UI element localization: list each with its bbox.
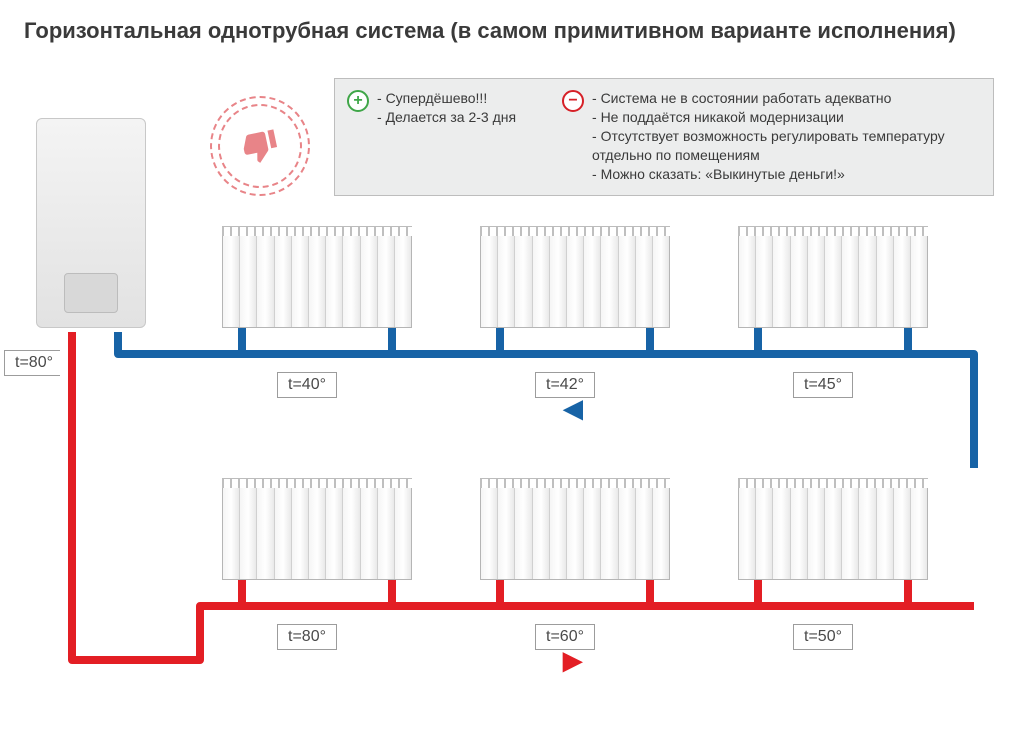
radiator <box>222 226 412 328</box>
arrow-up-icon: ↑ <box>100 338 111 364</box>
radiator <box>738 226 928 328</box>
minus-icon: − <box>562 90 584 112</box>
temp-label: t=45° <box>793 372 853 398</box>
temp-label: t=80° <box>277 624 337 650</box>
boiler <box>36 118 146 328</box>
temp-label: t=60° <box>535 624 595 650</box>
radiator <box>738 478 928 580</box>
temp-boiler-in: t=40° <box>132 350 192 376</box>
temp-label: t=42° <box>535 372 595 398</box>
temp-boiler-out: t=80° <box>4 350 64 376</box>
radiator <box>480 226 670 328</box>
temp-label: t=50° <box>793 624 853 650</box>
temp-label: t=40° <box>277 372 337 398</box>
pros-list: Супердёшево!!!Делается за 2-3 дня <box>377 89 516 185</box>
thumbs-down-icon <box>239 125 282 168</box>
arrow-down-icon: ↓ <box>78 338 89 364</box>
cons-list: Система не в состоянии работать адекватн… <box>592 89 981 185</box>
radiator <box>222 478 412 580</box>
boiler-flow-arrows: ↓ ↑ <box>74 338 124 364</box>
radiator <box>480 478 670 580</box>
page-title: Горизонтальная однотрубная система (в са… <box>24 18 956 44</box>
plus-icon: + <box>347 90 369 112</box>
pros-cons-box: + Супердёшево!!!Делается за 2-3 дня − Си… <box>334 78 994 196</box>
not-recommended-stamp <box>201 87 320 206</box>
